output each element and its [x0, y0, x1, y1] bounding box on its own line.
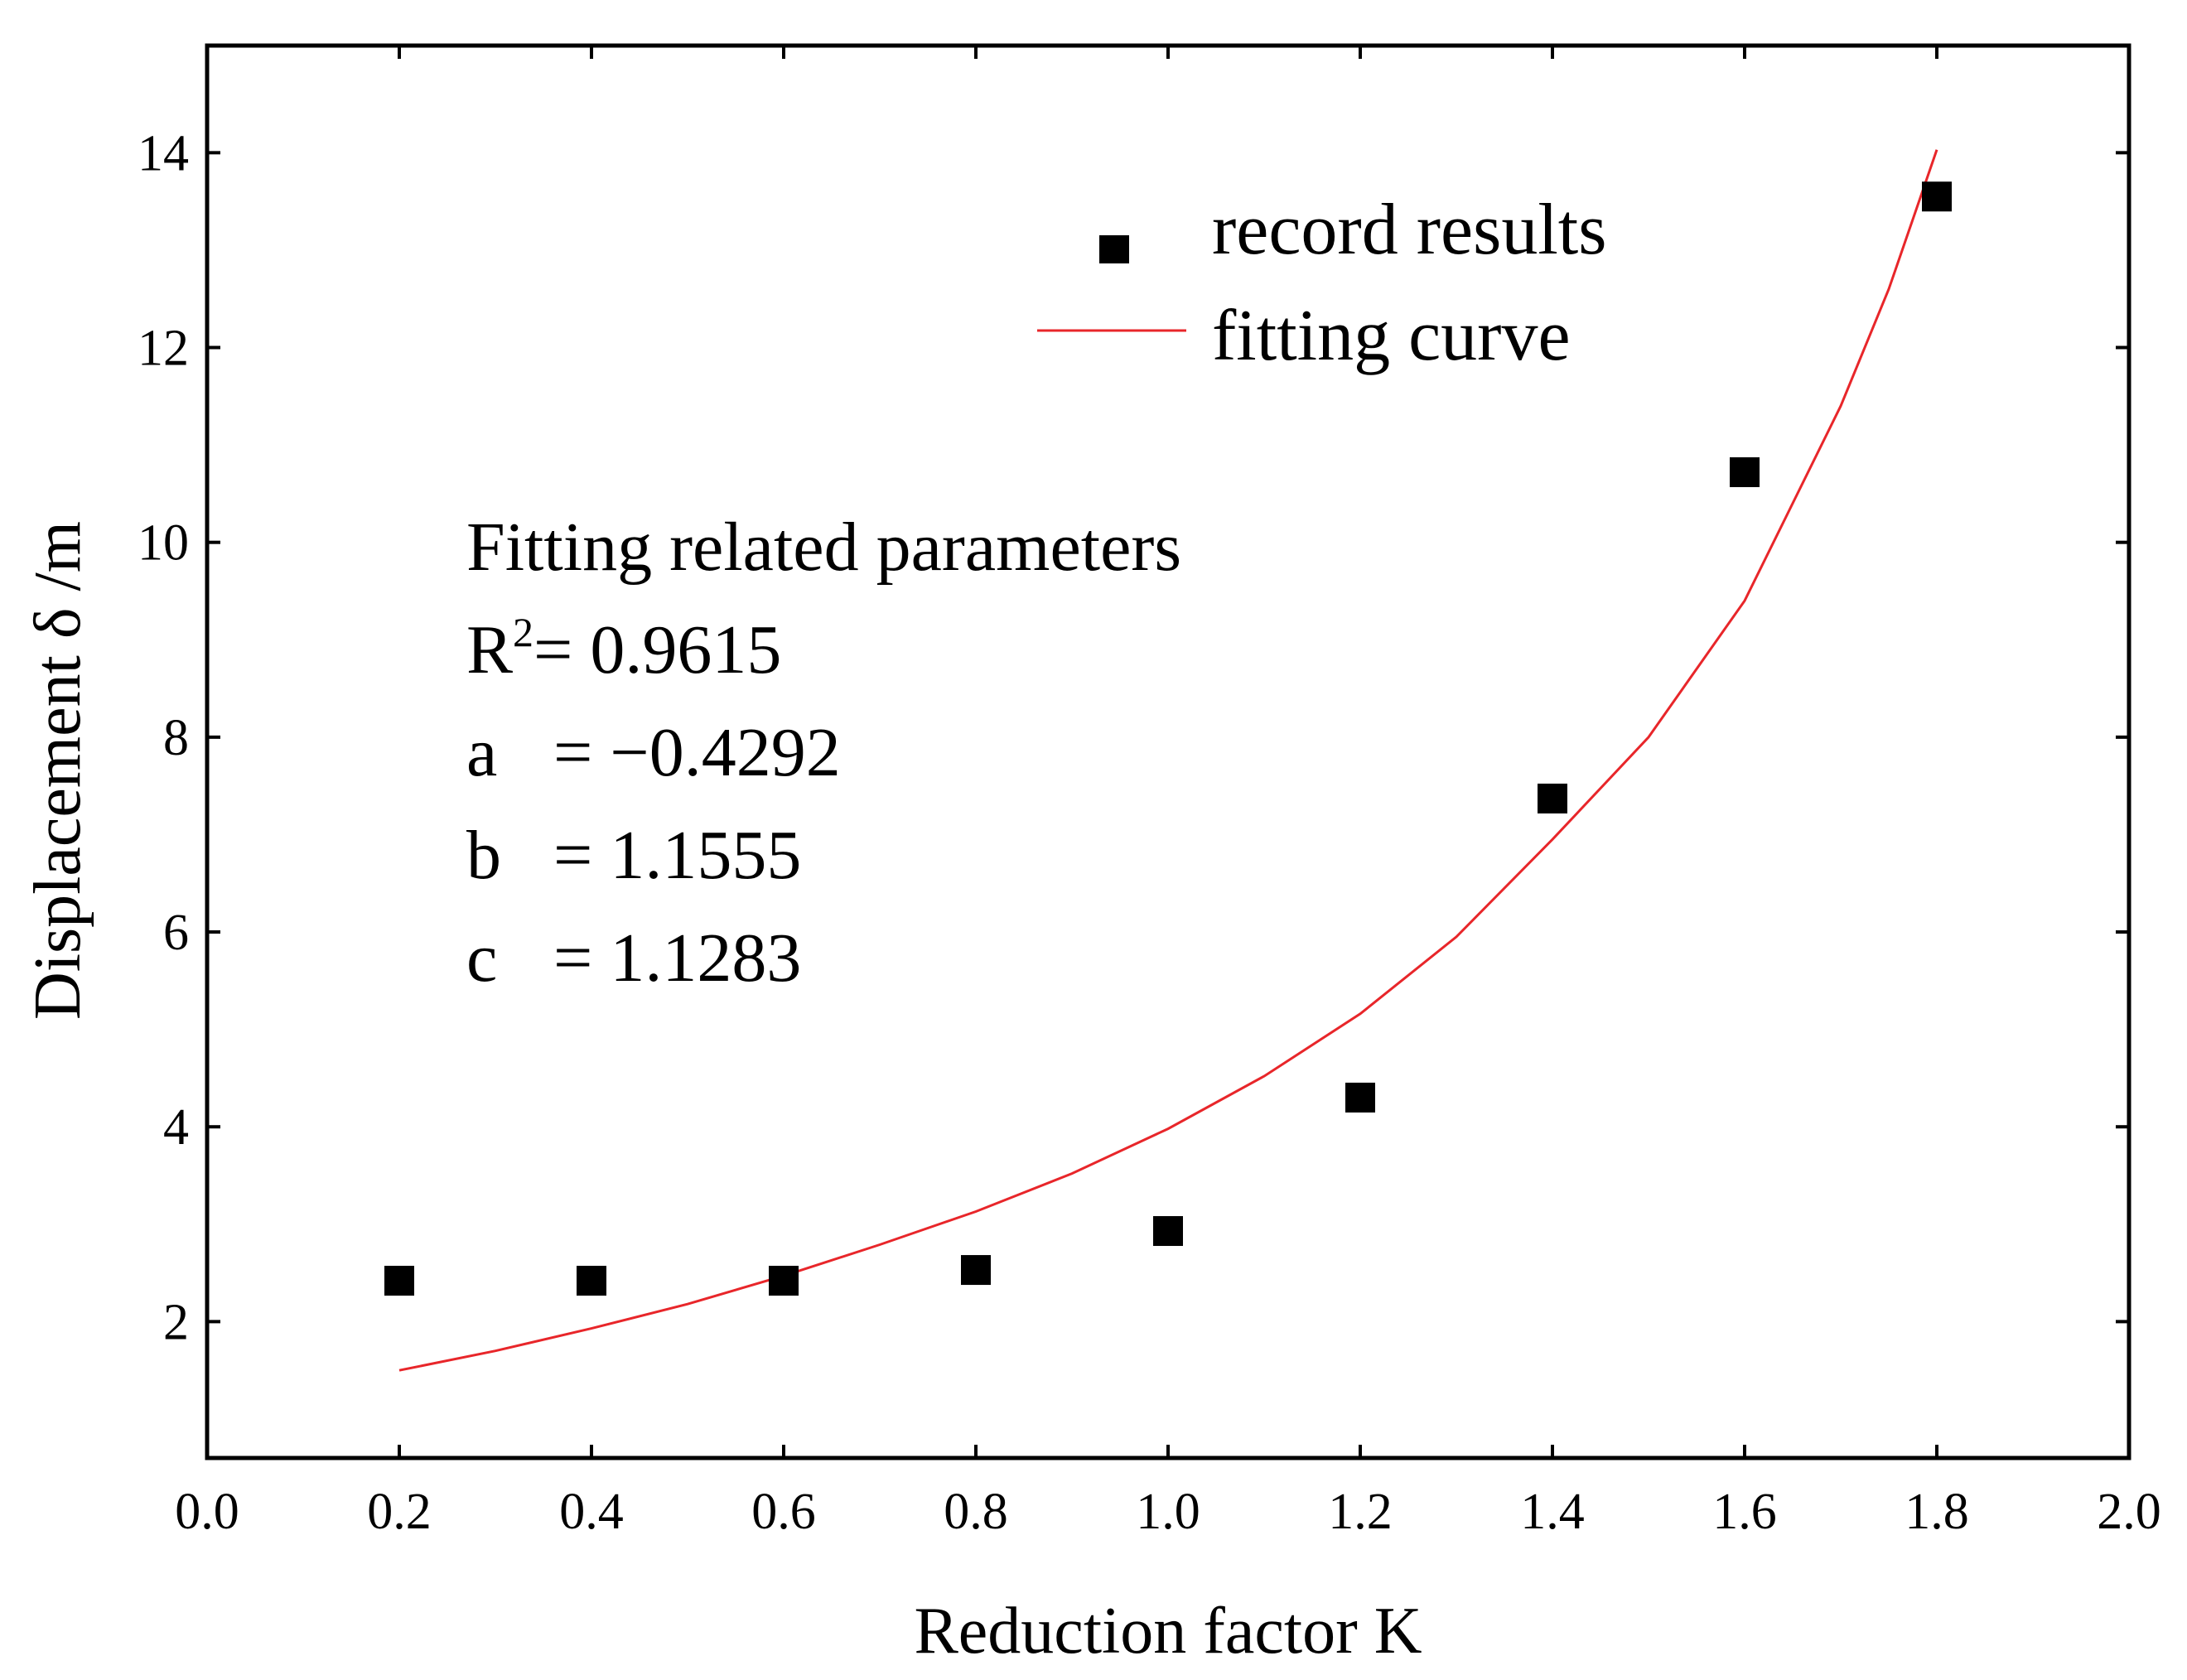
fitting-curve-line [398, 149, 1938, 1372]
r-squared-value: = 0.9615 [533, 611, 781, 688]
y-tick-label: 8 [163, 710, 189, 766]
x-tick-label: 1.6 [1712, 1484, 1777, 1540]
y-tick-label: 12 [138, 321, 189, 377]
legend-marker-record-results [1099, 235, 1129, 263]
x-tick-label: 0.2 [367, 1484, 432, 1540]
legend-label-fitting-curve: fitting curve [1212, 296, 1571, 376]
x-tick-label: 1.4 [1520, 1484, 1585, 1540]
record-result-point [1922, 181, 1952, 212]
param-b-value: = 1.1555 [553, 817, 801, 894]
record-result-point [769, 1265, 799, 1296]
fit-parameters-annotation: Fitting related parameters R2= 0.9615 a … [466, 509, 1181, 997]
x-tick-label: 0.0 [175, 1484, 239, 1540]
record-result-point [1538, 783, 1567, 813]
record-result-point [384, 1265, 414, 1296]
legend: record results fitting curve [1037, 190, 1606, 376]
fitting-curve-layer [398, 149, 1938, 1372]
record-result-point [1153, 1216, 1183, 1247]
record-result-point [961, 1255, 991, 1286]
y-axis-label: Displacement δ /m [22, 521, 94, 1020]
record-result-point [577, 1265, 606, 1296]
y-tick-label: 2 [163, 1294, 189, 1350]
legend-label-record-results: record results [1212, 190, 1606, 270]
y-tick-label: 4 [163, 1099, 189, 1156]
x-axis-label: Reduction factor K [914, 1595, 1422, 1668]
param-c-name: c [466, 920, 497, 997]
record-result-point [1730, 457, 1760, 488]
axis-ticks: 0.0 0.2 0.4 0.6 0.8 1.0 1.2 1.4 1.6 1.8 2.0 2 4 6 8 10 1… [138, 46, 2161, 1540]
param-c-value: = 1.1283 [553, 920, 801, 997]
fit-parameters-title: Fitting related parameters [466, 509, 1181, 586]
y-tick-label: 6 [163, 905, 189, 961]
record-result-point [1345, 1082, 1375, 1113]
param-a-value: = −0.4292 [553, 714, 841, 791]
r-squared-exponent: 2 [513, 609, 533, 655]
x-tick-label: 0.6 [751, 1484, 816, 1540]
y-tick-label: 10 [138, 515, 189, 572]
y-tick-label: 14 [138, 125, 189, 181]
x-tick-label: 2.0 [2097, 1484, 2161, 1540]
param-a-name: a [466, 714, 497, 791]
r-squared-line: R2= 0.9615 [466, 609, 781, 688]
x-tick-label: 0.8 [944, 1484, 1008, 1540]
r-squared-base: R [466, 611, 513, 688]
x-tick-label: 1.2 [1328, 1484, 1393, 1540]
x-tick-label: 0.4 [559, 1484, 624, 1540]
record-results-layer [384, 181, 1952, 1296]
x-tick-label: 1.8 [1905, 1484, 1969, 1540]
x-tick-label: 1.0 [1136, 1484, 1200, 1540]
param-b-name: b [466, 817, 501, 894]
